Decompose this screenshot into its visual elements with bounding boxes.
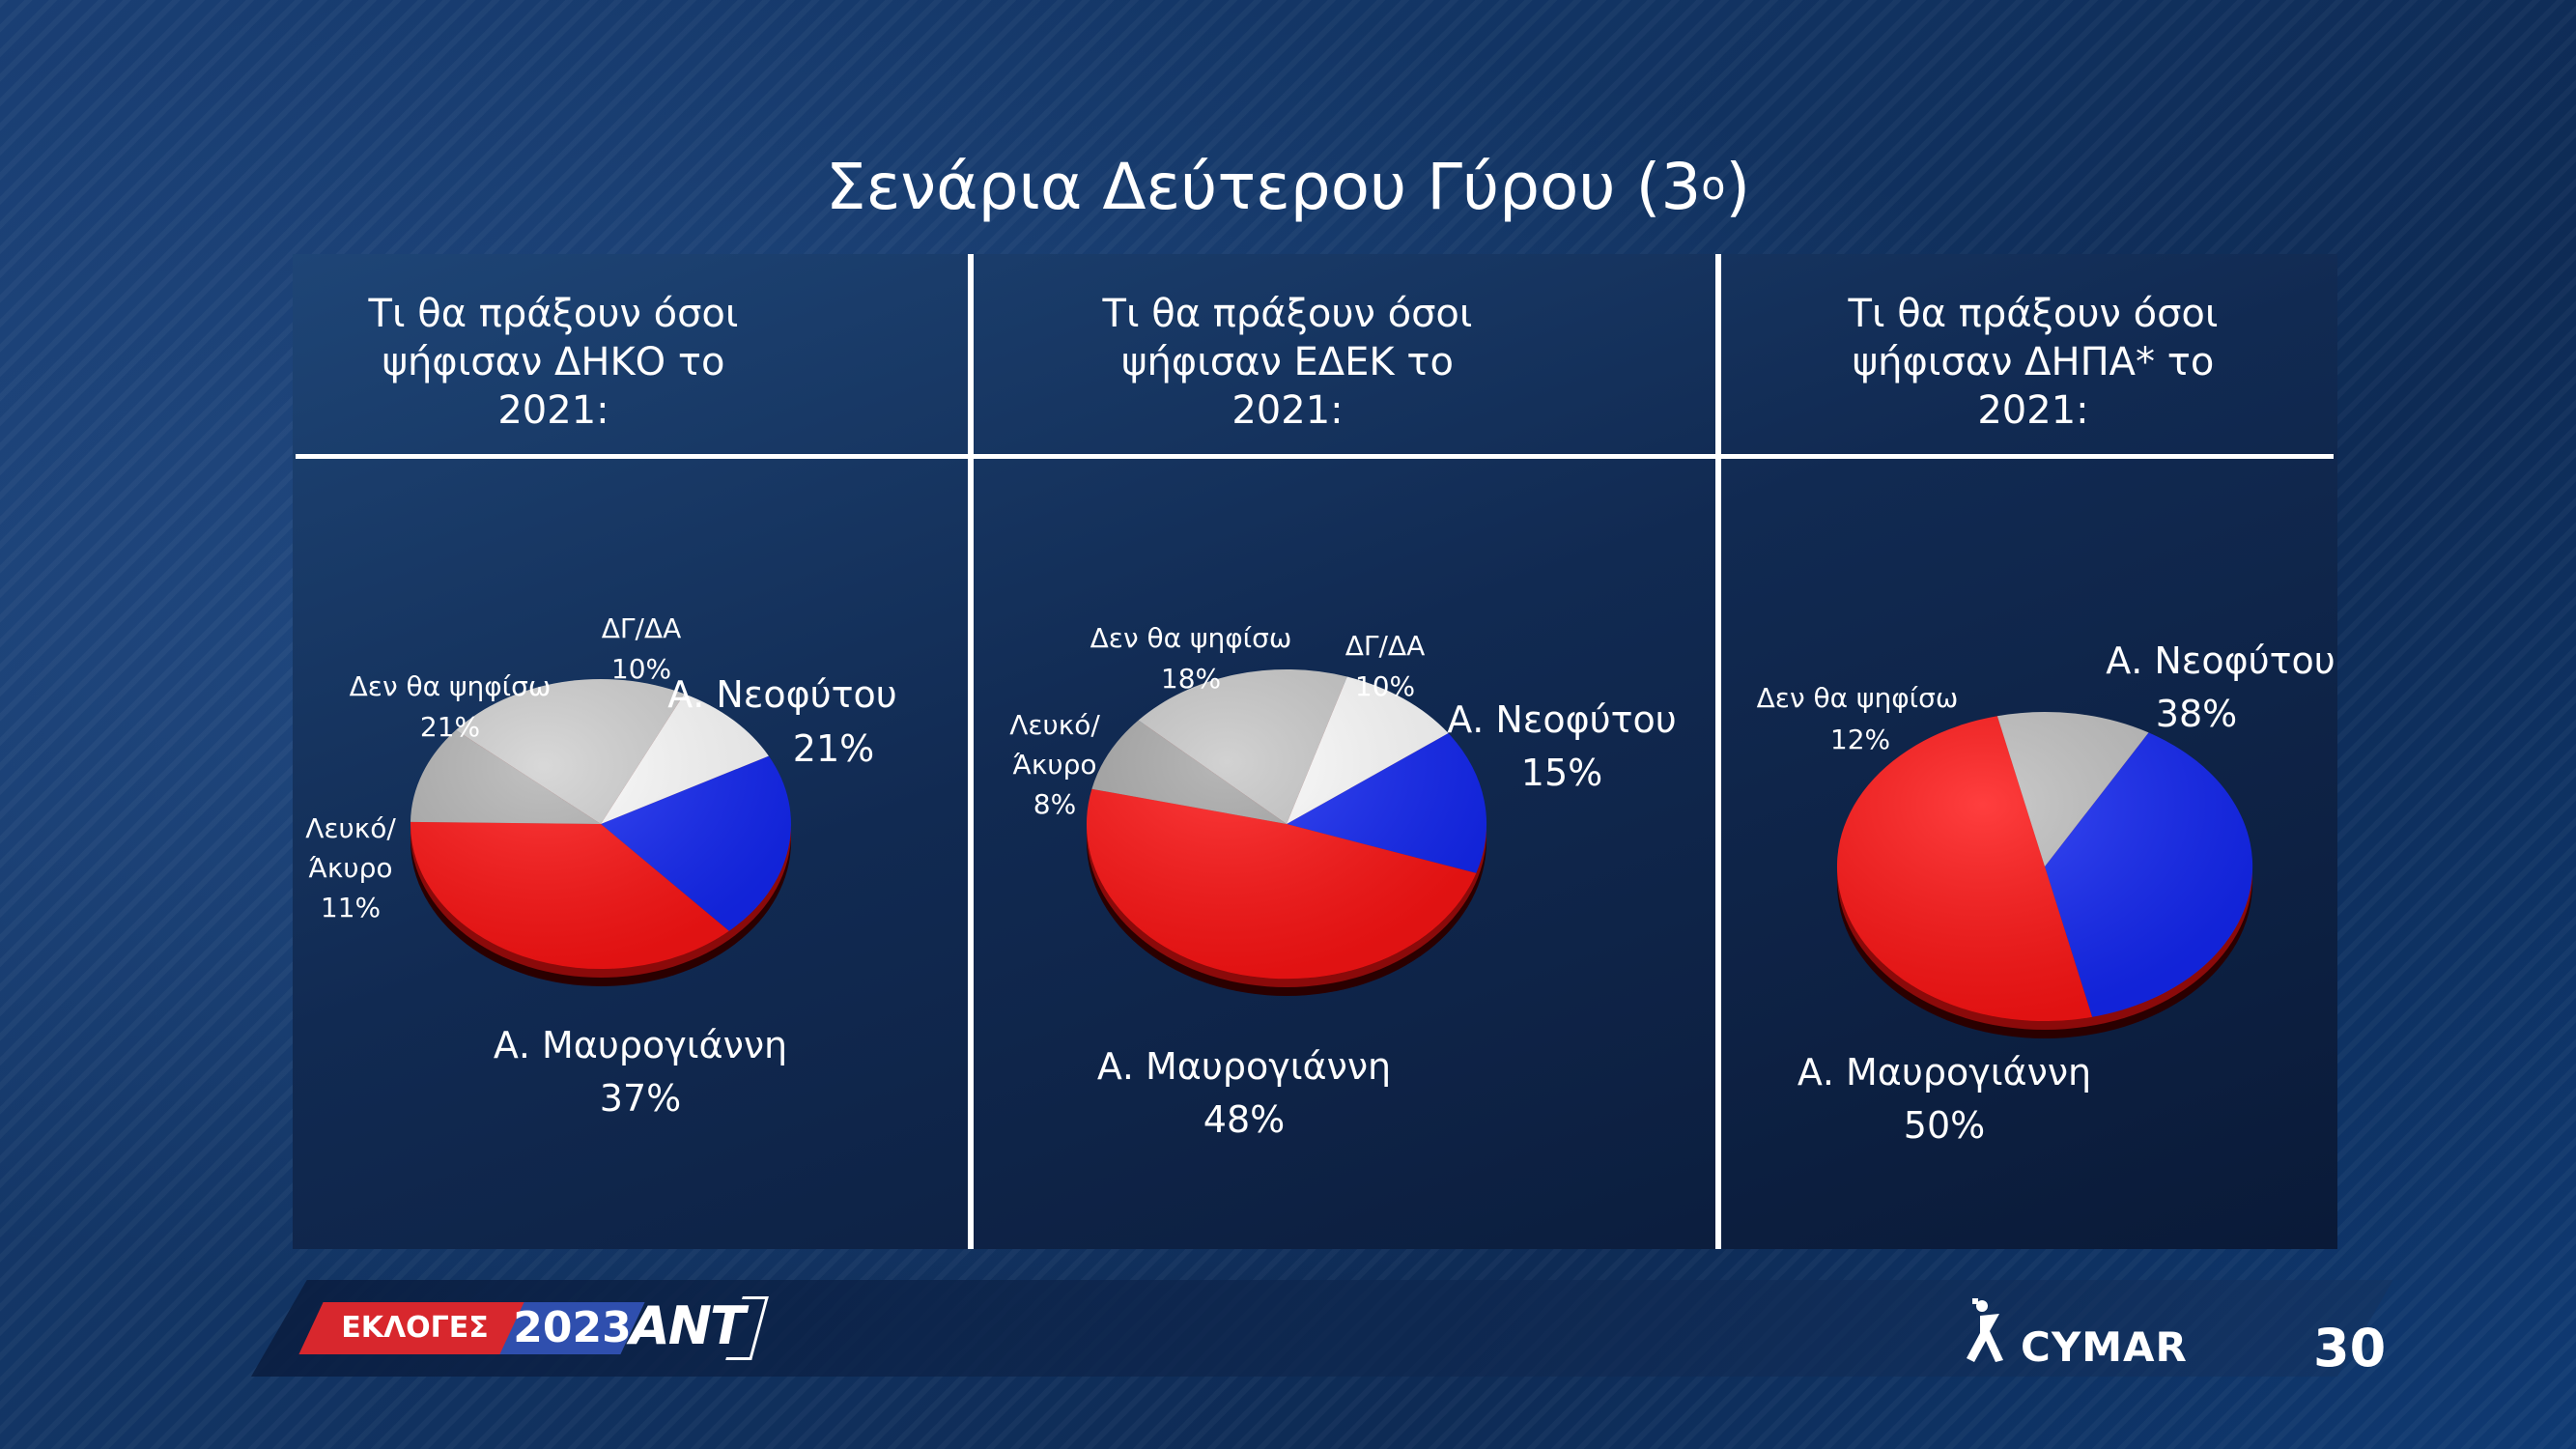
pie-1-label-3-3: 11% (321, 892, 381, 923)
pie-1-label-2-1: Α. Μαυρογιάννη (494, 1024, 787, 1066)
pie-2-label-3-2: Άκυρο (1013, 749, 1097, 781)
pie-2-label-5-2: 10% (1355, 670, 1415, 702)
pie-1-label-5-2: 10% (611, 653, 671, 685)
pie-1-label-5-1: ΔΓ/ΔΑ (602, 612, 682, 644)
header-divider (296, 454, 2334, 459)
chart-3-title: Τι θα πράξουν όσοι ψήφισαν ΔΗΠΑ* το 2021… (1848, 292, 2219, 433)
pie-3-label-2-1: Α. Μαυρογιάννη (1798, 1051, 2091, 1094)
pie-2-label-2-2: 48% (1203, 1098, 1285, 1141)
pie-1-shine (410, 679, 791, 969)
pie-1-label-3-1: Λευκό/ (305, 812, 396, 844)
pie-2-label-2-1: Α. Μαυρογιάννη (1097, 1045, 1391, 1088)
pie-2-label-3-3: 8% (1033, 788, 1076, 820)
chart-2-title: Τι θα πράξουν όσοι ψήφισαν ΕΔΕΚ το 2021: (1102, 292, 1473, 433)
pie-3-label-3-1: Δεν θα ψηφίσω (1757, 682, 1959, 714)
pie-3-label-1-1: Α. Νεοφύτου (2106, 639, 2335, 682)
chart-1-title: Τι θα πράξουν όσοι ψήφισαν ΔΗΚΟ το 2021: (368, 292, 739, 433)
cymar-logo-text: CYMAR (2021, 1323, 2188, 1371)
elections-badge: ΕΚΛΟΓΕΣ (298, 1302, 531, 1354)
cymar-logo-icon (1967, 1298, 2003, 1362)
pie-1-label-1-1: Α. Νεοφύτου (667, 673, 897, 716)
pie-1-label-1-2: 21% (793, 727, 874, 770)
pie-2-label-3-1: Λευκό/ (1009, 709, 1100, 741)
slide-title: Σενάρια Δεύτερου Γύρου (3ο) (825, 150, 1751, 224)
divider-1 (968, 254, 974, 1249)
pie-2-label-5-1: ΔΓ/ΔΑ (1345, 630, 1426, 662)
year-badge: 2023 (499, 1302, 645, 1354)
pie-1-label-2-2: 37% (600, 1077, 681, 1120)
pie-3-label-1-2: 38% (2156, 693, 2237, 735)
page-number: 30 (2313, 1318, 2387, 1378)
pie-3-label-3-2: 12% (1830, 724, 1890, 755)
pie-1-label-3-2: Άκυρο (309, 852, 393, 884)
pie-3-label-2-2: 50% (1904, 1104, 1985, 1147)
pie-3-shine (1837, 712, 2252, 1021)
pie-1-label-4-1: Δεν θα ψηφίσω (350, 670, 552, 702)
pie-2-label-1-2: 15% (1521, 752, 1602, 794)
divider-2 (1715, 254, 1721, 1249)
pie-2-label-1-1: Α. Νεοφύτου (1447, 698, 1677, 741)
channel-logo: ANT (630, 1295, 746, 1356)
pie-2-shine (1087, 669, 1486, 979)
pie-1-label-4-2: 21% (420, 711, 480, 743)
pie-2-label-4-1: Δεν θα ψηφίσω (1090, 622, 1292, 654)
pie-2-label-4-2: 18% (1161, 663, 1221, 695)
